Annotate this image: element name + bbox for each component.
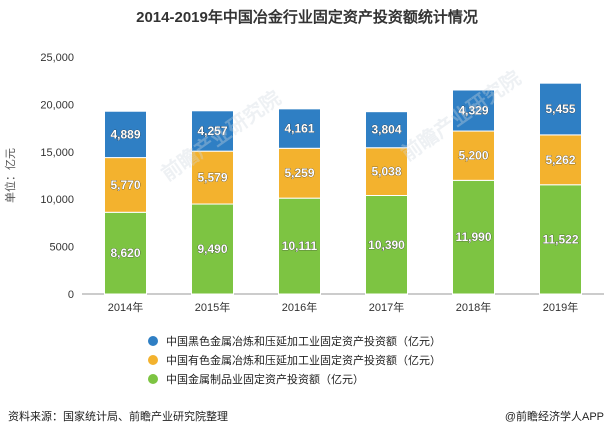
data-label: 4,161 — [284, 122, 314, 136]
data-label: 3,804 — [371, 123, 401, 137]
bar-segment — [191, 203, 234, 295]
bar-segment — [452, 179, 495, 295]
bar-segment — [539, 134, 582, 186]
x-tick-label: 2015年 — [195, 300, 230, 314]
data-label: 5,579 — [197, 171, 227, 185]
credit-note: @前瞻经济学人APP — [504, 411, 604, 423]
data-label: 8,620 — [110, 246, 140, 260]
legend-item: 中国黑色金属冶炼和压延加工业固定资产投资额（亿元） — [148, 331, 441, 350]
x-tick-label: 2018年 — [456, 300, 491, 314]
bar-segment — [278, 147, 321, 199]
chart-axes: 0 5000 10,000 15,000 20,000 25,000 单位：亿元 2014年 2… — [3, 52, 604, 314]
data-label: 9,490 — [197, 242, 227, 256]
legend-swatch — [148, 335, 158, 346]
legend-label: 中国黑色金属冶炼和压延加工业固定资产投资额（亿元） — [166, 335, 441, 348]
data-label: 5,259 — [284, 166, 314, 180]
data-label: 11,522 — [542, 232, 578, 246]
data-label: 10,111 — [282, 239, 318, 253]
data-label: 5,200 — [458, 149, 488, 163]
data-label: 4,329 — [458, 104, 488, 118]
y-tick-label: 20,000 — [40, 99, 74, 111]
source-note: 资料来源：国家统计局、前瞻产业研究院整理 — [8, 411, 228, 423]
legend-item: 中国有色金属冶炼和压延加工业固定资产投资额（亿元） — [148, 350, 441, 369]
chart-legend: 中国黑色金属冶炼和压延加工业固定资产投资额（亿元） 中国有色金属冶炼和压延加工业固… — [148, 331, 441, 388]
bar-segment — [365, 195, 408, 295]
chart-bars — [104, 82, 582, 295]
legend-label: 中国金属制品业固定资产投资额（亿元） — [166, 373, 364, 386]
y-tick-label: 25,000 — [40, 52, 74, 64]
legend-swatch — [148, 373, 158, 384]
legend-swatch — [148, 354, 158, 365]
bar-segment — [365, 111, 408, 149]
data-label: 11,990 — [455, 230, 491, 244]
stacked-bar-chart: 0 5000 10,000 15,000 20,000 25,000 单位：亿元 2014年 2… — [3, 52, 604, 314]
bar-segment — [452, 130, 495, 181]
x-tick-label: 2017年 — [369, 300, 404, 314]
bar-segment — [191, 110, 234, 152]
y-tick-label: 5000 — [50, 242, 74, 254]
data-label: 5,455 — [545, 102, 575, 116]
data-label: 4,257 — [197, 124, 227, 138]
bar-segment — [104, 157, 147, 213]
legend-label: 中国有色金属冶炼和压延加工业固定资产投资额（亿元） — [166, 354, 441, 367]
data-label: 5,770 — [110, 178, 140, 192]
bar-segment — [104, 110, 147, 159]
y-tick-label: 15,000 — [40, 147, 74, 159]
data-label: 4,889 — [110, 127, 140, 141]
bar-segment — [539, 82, 582, 136]
y-tick-label: 10,000 — [40, 194, 74, 206]
chart-data-labels: 8,620 5,770 4,889 9,490 5,579 4,257 10,111 5,25… — [110, 102, 579, 261]
y-tick-label: 0 — [68, 289, 74, 301]
data-label: 5,038 — [371, 165, 401, 179]
data-label: 10,390 — [368, 238, 405, 252]
bar-segment — [278, 197, 321, 295]
legend-item: 中国金属制品业固定资产投资额（亿元） — [148, 369, 441, 388]
data-label: 5,262 — [545, 153, 575, 167]
bar-segment — [278, 108, 321, 149]
y-axis-label: 单位：亿元 — [3, 148, 17, 203]
bar-segment — [104, 211, 147, 295]
bar-segment — [452, 89, 495, 132]
chart-title: 2014-2019年中国冶金行业固定资产投资额统计情况 — [136, 9, 478, 26]
bar-segment — [191, 150, 234, 205]
x-tick-label: 2016年 — [282, 300, 317, 314]
x-tick-label: 2019年 — [543, 300, 578, 314]
x-tick-label: 2014年 — [108, 300, 143, 314]
